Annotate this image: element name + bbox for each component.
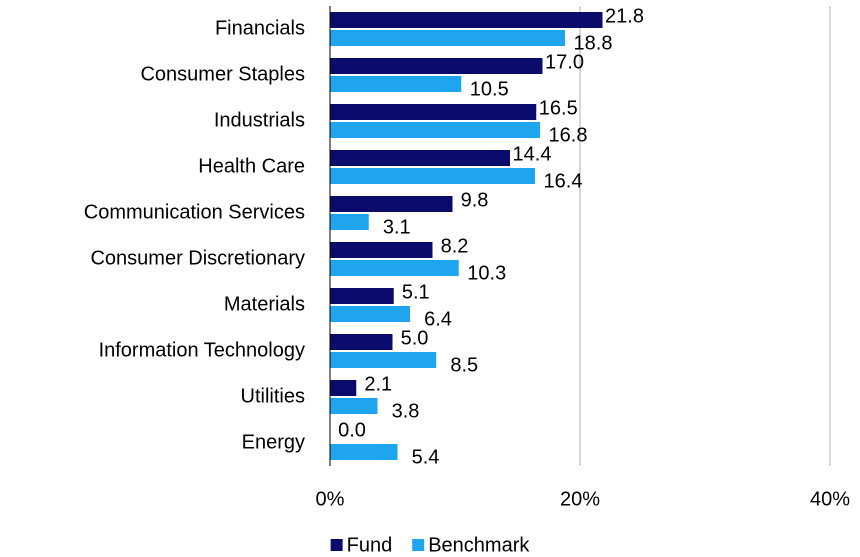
value-label: 8.5 xyxy=(450,354,478,376)
value-label: 5.1 xyxy=(402,281,430,303)
bar xyxy=(330,260,459,276)
value-label: 5.0 xyxy=(401,327,429,349)
legend-label: Fund xyxy=(347,534,393,556)
category-label: Health Care xyxy=(198,155,305,177)
x-tick-label: 40% xyxy=(810,488,850,510)
bar xyxy=(330,150,510,166)
category-label: Consumer Discretionary xyxy=(90,247,305,269)
bar xyxy=(330,444,398,460)
value-label: 9.8 xyxy=(461,189,489,211)
bar xyxy=(330,306,410,322)
value-label: 0.0 xyxy=(338,419,366,441)
legend-label: Benchmark xyxy=(428,534,530,556)
value-label: 8.2 xyxy=(441,235,469,257)
value-label: 18.8 xyxy=(574,32,613,54)
bar xyxy=(330,58,543,74)
bar xyxy=(330,334,393,350)
value-label: 3.1 xyxy=(383,216,411,238)
bar xyxy=(330,398,378,414)
bar xyxy=(330,288,394,304)
category-label: Utilities xyxy=(241,385,305,407)
bar xyxy=(330,242,433,258)
legend-swatch xyxy=(412,539,425,551)
value-label: 16.4 xyxy=(544,170,583,192)
value-label: 16.5 xyxy=(539,97,578,119)
category-label: Communication Services xyxy=(84,201,305,223)
value-label: 5.4 xyxy=(412,446,440,468)
category-label: Information Technology xyxy=(99,339,305,361)
value-label: 3.8 xyxy=(392,400,420,422)
bar xyxy=(330,12,603,28)
value-label: 2.1 xyxy=(364,373,392,395)
bar xyxy=(330,352,437,368)
category-label: Consumer Staples xyxy=(140,63,305,85)
value-label: 21.8 xyxy=(605,5,644,27)
bar xyxy=(330,168,535,184)
bar xyxy=(330,76,462,92)
legend-swatch xyxy=(330,539,343,551)
bar xyxy=(330,122,540,138)
category-label: Energy xyxy=(242,431,305,453)
category-label: Financials xyxy=(215,17,305,39)
value-label: 10.5 xyxy=(470,78,509,100)
bar xyxy=(330,30,565,46)
value-label: 17.0 xyxy=(545,51,584,73)
category-label: Industrials xyxy=(214,109,305,131)
value-label: 6.4 xyxy=(424,308,452,330)
category-label: Materials xyxy=(224,293,305,315)
x-tick-label: 0% xyxy=(316,488,345,510)
value-label: 16.8 xyxy=(549,124,588,146)
value-label: 14.4 xyxy=(513,143,552,165)
x-tick-label: 20% xyxy=(560,488,600,510)
bar xyxy=(330,196,453,212)
value-label: 10.3 xyxy=(467,262,506,284)
bar xyxy=(330,380,357,396)
bar xyxy=(330,104,537,120)
bar xyxy=(330,214,369,230)
